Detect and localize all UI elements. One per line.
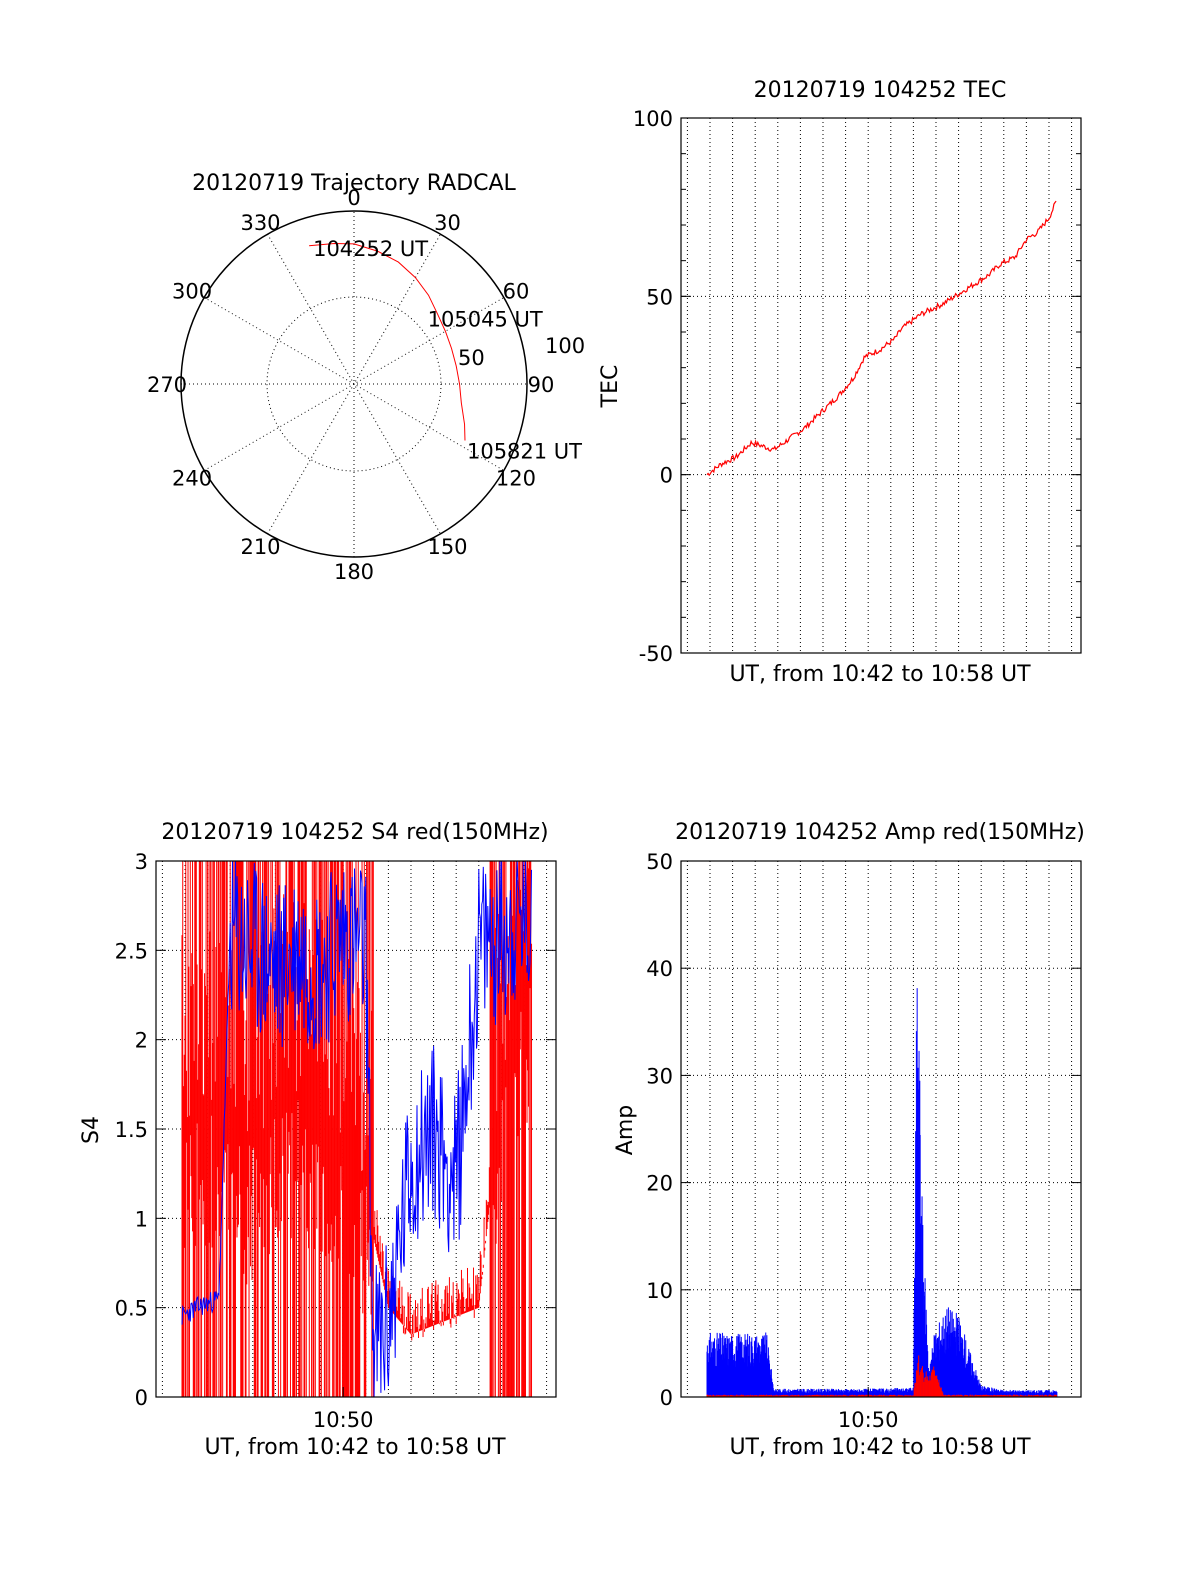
trajectory-annotation: 105045 UT: [428, 307, 543, 331]
trajectory-annotation: 104252 UT: [313, 237, 428, 261]
s4-ytick-label: 0.5: [115, 1297, 148, 1321]
polar-angle-labels: 0 30 60 90 120 150 180 210 240 270 300 330: [147, 186, 554, 584]
s4-ytick-label: 2: [135, 1029, 148, 1053]
s4-title: 20120719 104252 S4 red(150MHz): [161, 820, 548, 845]
polar-angle-label: 90: [528, 373, 555, 397]
amp-ytick-label: 20: [646, 1172, 673, 1196]
tec-ytick-label: 100: [633, 107, 673, 131]
polar-angle-label: 150: [427, 535, 467, 559]
amp-panel: 20120719 104252 Amp red(150MHz) 0 10 20 30 4…: [613, 820, 1085, 1460]
s4-ytick-label: 0: [135, 1386, 148, 1410]
polar-angle-label: 0: [347, 186, 360, 210]
polar-angle-label: 120: [496, 467, 536, 491]
tec-frame: [680, 117, 1082, 654]
s4-ytick-label: 1: [135, 1207, 148, 1231]
s4-y-ticks: 0 0.5 1 1.5 2 2.5 3: [115, 850, 556, 1410]
amp-x-ticks: 10:50: [838, 1387, 899, 1432]
s4-ytick-label: 3: [135, 850, 148, 874]
tec-ytick-label: 50: [646, 285, 673, 309]
tec-xlabel: UT, from 10:42 to 10:58 UT: [729, 662, 1031, 687]
tec-minor-ticks: [681, 117, 1081, 654]
polar-radius-label-100: 100: [545, 334, 585, 358]
amp-title: 20120719 104252 Amp red(150MHz): [675, 820, 1085, 845]
polar-spoke: [267, 233, 441, 535]
amp-xtick-label: 10:50: [838, 1408, 899, 1432]
s4-blue-series: [181, 860, 532, 1398]
polar-angle-label: 60: [503, 280, 530, 304]
polar-radius-label-50: 50: [458, 346, 485, 370]
tec-ytick-label: -50: [639, 642, 673, 666]
tec-ylabel: TEC: [598, 365, 623, 409]
s4-xtick-label: 10:50: [313, 1408, 374, 1432]
s4-panel: 20120719 104252 S4 red(150MHz) 0 0.5 1 1.5 2…: [79, 820, 557, 1460]
amp-ytick-label: 10: [646, 1279, 673, 1303]
tec-grid: [681, 117, 1081, 654]
tec-series: [706, 200, 1057, 477]
polar-angle-label: 210: [240, 535, 280, 559]
polar-spokes: [181, 211, 527, 557]
amp-ytick-label: 30: [646, 1064, 673, 1088]
s4-xlabel: UT, from 10:42 to 10:58 UT: [204, 1435, 506, 1460]
s4-ytick-label: 1.5: [115, 1118, 148, 1142]
s4-ytick-label: 2.5: [115, 939, 148, 963]
trajectory-title: 20120719 Trajectory RADCAL: [192, 171, 516, 196]
polar-angle-label: 330: [240, 211, 280, 235]
tec-y-ticks: -50 0 50 100: [633, 107, 1081, 666]
trajectory-track: [309, 243, 466, 441]
s4-x-ticks: 10:50: [313, 1387, 374, 1432]
s4-marks: [181, 860, 533, 1398]
amp-grid: [681, 860, 1081, 1398]
trajectory-panel: 20120719 Trajectory RADCAL 0 30 60 90 120 150…: [147, 171, 585, 584]
amp-xlabel: UT, from 10:42 to 10:58 UT: [729, 1435, 1031, 1460]
polar-angle-label: 240: [172, 467, 212, 491]
amp-y-ticks: 0 10 20 30 40 50: [646, 850, 1081, 1410]
tec-ytick-label: 0: [660, 464, 673, 488]
polar-angle-label: 30: [434, 211, 461, 235]
amp-ytick-label: 50: [646, 850, 673, 874]
s4-ylabel: S4: [79, 1116, 104, 1144]
amp-ytick-label: 40: [646, 957, 673, 981]
trajectory-annotation: 105821 UT: [467, 440, 582, 464]
polar-angle-label: 300: [172, 280, 212, 304]
polar-angle-label: 180: [334, 560, 374, 584]
polar-angle-label: 270: [147, 373, 187, 397]
trajectory-annotations: 104252 UT 105045 UT 105821 UT: [313, 237, 582, 464]
amp-ytick-label: 0: [660, 1386, 673, 1410]
amp-frame: [680, 860, 1082, 1398]
tec-panel: 20120719 104252 TEC -50 0 50 100 TEC UT, fr…: [598, 78, 1082, 687]
tec-title: 20120719 104252 TEC: [754, 78, 1007, 103]
amp-marks: [706, 988, 1058, 1397]
amp-ylabel: Amp: [613, 1105, 638, 1155]
